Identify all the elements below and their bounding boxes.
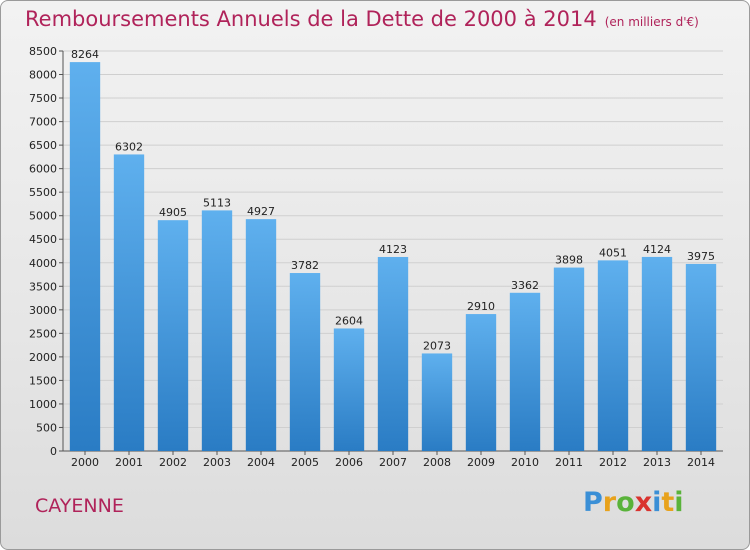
logo-letter: x [634,487,653,518]
logo-letter: i [674,487,684,518]
data-label: 5113 [203,196,231,209]
data-label: 4051 [599,246,627,259]
proxiti-logo: Proxiti [583,487,684,518]
commune-name: CAYENNE [35,495,124,517]
x-tick-label: 2013 [643,456,671,469]
chart-subtitle: (en milliers d'€) [604,15,699,29]
logo-letter: t [661,487,675,518]
labels: 0 500 1000 1500 2000 2500 3000 3500 4000 4500 5000… [29,45,715,469]
x-tick-label: 2004 [247,456,275,469]
bar [157,220,189,451]
x-tick-label: 2009 [467,456,495,469]
y-tick-label: 1500 [29,374,57,387]
x-tick-label: 2006 [335,456,363,469]
y-tick-label: 8500 [29,45,57,58]
logo-letter: P [583,487,603,518]
data-label: 3975 [687,250,715,263]
x-tick-label: 2010 [511,456,539,469]
y-tick-label: 5000 [29,210,57,223]
bar [553,267,585,451]
x-tick-label: 2014 [687,456,715,469]
x-tick-label: 2001 [115,456,143,469]
data-label: 4905 [159,206,187,219]
x-tick-label: 2003 [203,456,231,469]
bar [685,263,717,451]
y-tick-label: 5500 [29,186,57,199]
data-label: 2910 [467,300,495,313]
y-tick-label: 500 [36,421,57,434]
data-label: 6302 [115,140,143,153]
y-tick-label: 3000 [29,304,57,317]
y-tick-label: 0 [50,445,57,458]
bar [421,353,453,451]
logo-letter: i [652,487,662,518]
data-label: 3782 [291,259,319,272]
y-tick-label: 4500 [29,233,57,246]
y-tick-label: 4000 [29,257,57,270]
bar [641,256,673,451]
bars [69,62,717,451]
x-tick-label: 2000 [71,456,99,469]
bar [289,273,321,451]
bar [245,219,277,451]
y-tick-label: 2500 [29,327,57,340]
y-tick-label: 6000 [29,163,57,176]
data-label: 3898 [555,254,583,267]
bar [377,256,409,451]
bar [113,154,145,451]
chart-title-text: Remboursements Annuels de la Dette de 20… [25,7,597,31]
bar [69,62,101,451]
data-label: 2073 [423,339,451,352]
bar [465,314,497,451]
logo-letter: o [616,487,635,518]
x-tick-label: 2008 [423,456,451,469]
data-label: 4123 [379,243,407,256]
data-label: 4927 [247,205,275,218]
y-tick-label: 7000 [29,116,57,129]
y-tick-label: 2000 [29,351,57,364]
y-tick-label: 8000 [29,69,57,82]
y-tick-label: 3500 [29,280,57,293]
y-tick-label: 1000 [29,398,57,411]
x-tick-label: 2002 [159,456,187,469]
bar [597,260,629,451]
bar [333,328,365,451]
bar [509,292,541,451]
data-label: 3362 [511,279,539,292]
data-label: 2604 [335,314,363,327]
bar [201,210,233,451]
x-tick-label: 2007 [379,456,407,469]
x-tick-label: 2012 [599,456,627,469]
x-tick-label: 2011 [555,456,583,469]
chart-title: Remboursements Annuels de la Dette de 20… [25,7,699,31]
logo-letter: r [602,487,617,518]
data-label: 8264 [71,48,99,61]
x-tick-label: 2005 [291,456,319,469]
data-label: 4124 [643,243,671,256]
y-tick-label: 7500 [29,92,57,105]
y-tick-label: 6500 [29,139,57,152]
